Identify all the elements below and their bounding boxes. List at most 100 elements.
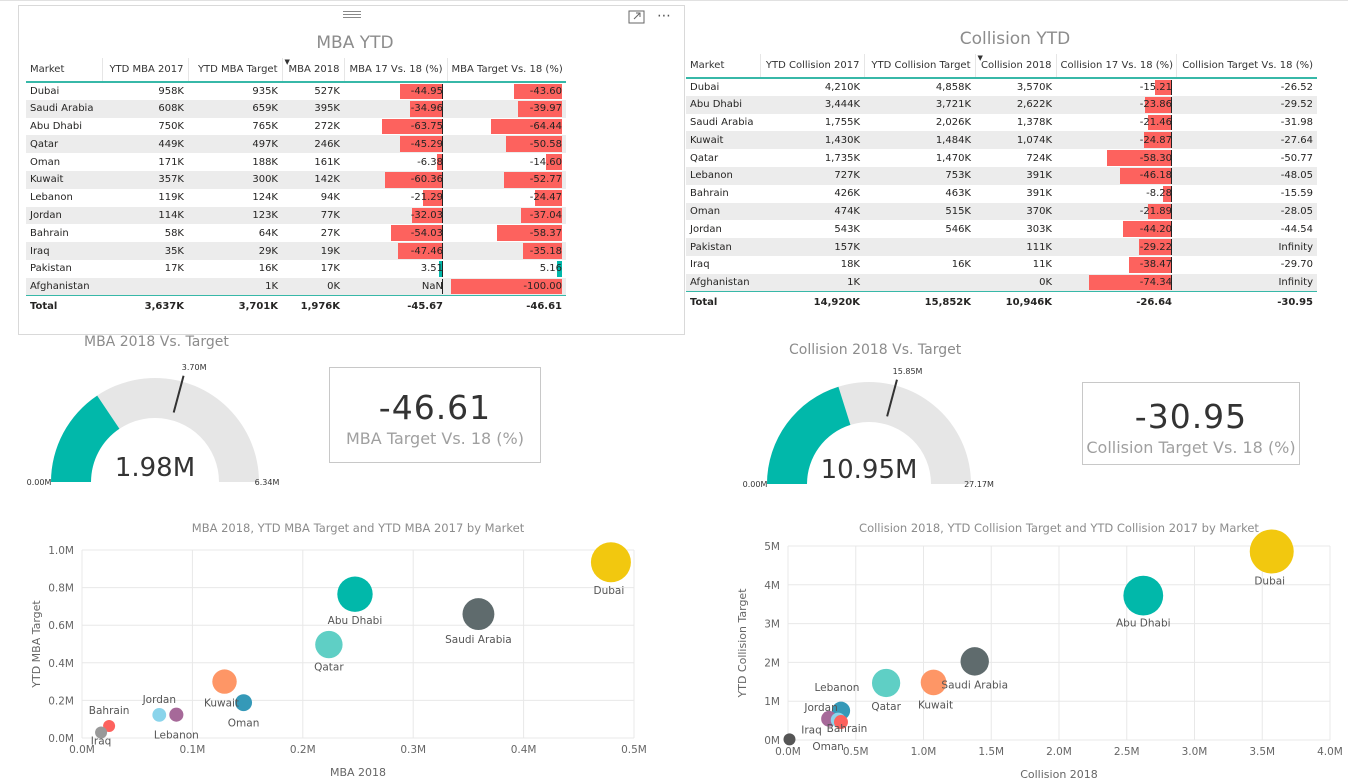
cell-value: -37.04	[529, 209, 562, 221]
drag-handle-icon[interactable]	[343, 11, 361, 19]
column-header[interactable]: Collision 2018 ▼	[974, 54, 1056, 79]
table-row[interactable]: Qatar 1,735K 1,470K 724K -58.30 -50.77	[686, 149, 1317, 167]
data-bar	[1144, 132, 1172, 149]
cell-value: 3.51	[420, 263, 443, 275]
table-cell: Qatar	[690, 152, 719, 164]
column-header[interactable]: MBA 17 Vs. 18 (%)	[343, 58, 447, 83]
table-row[interactable]: Bahrain 426K 463K 391K -8.28 -15.59	[686, 185, 1317, 203]
table-row[interactable]: Oman 171K 188K 161K -6.38 -14.60	[26, 153, 566, 171]
data-bar	[534, 189, 562, 206]
focus-mode-icon[interactable]	[628, 9, 645, 24]
table-cell: -24.87	[1056, 131, 1176, 150]
table-cell: 1K	[188, 277, 282, 296]
collision-ytd-table[interactable]: Market YTD Collision 2017 YTD Collision Ta…	[686, 54, 1317, 314]
table-row[interactable]: Afghanistan 1K 0K -74.34 Infinity	[686, 273, 1317, 292]
mba-kpi-label: MBA Target Vs. 18 (%)	[346, 429, 524, 448]
collision-kpi-label: Collision Target Vs. 18 (%)	[1086, 438, 1296, 457]
bubble-bahrain[interactable]	[103, 719, 116, 732]
bubble-qatar[interactable]	[871, 668, 901, 698]
zero-axis-line	[1171, 221, 1172, 238]
table-row[interactable]: Qatar 449K 497K 246K -45.29 -50.58	[26, 135, 566, 154]
table-row[interactable]: Saudi Arabia 608K 659K 395K -34.96 -39.97	[26, 99, 566, 118]
table-row[interactable]: Iraq 18K 16K 11K -38.47 -29.70	[686, 256, 1317, 274]
table-cell: 29K	[188, 242, 282, 260]
table-cell: 18K	[840, 259, 860, 271]
column-header[interactable]: Market	[686, 54, 760, 79]
bubble-dubai[interactable]	[590, 542, 631, 583]
bubble-abu-dhabi[interactable]	[1123, 575, 1164, 616]
table-cell: -60.36	[344, 170, 447, 189]
table-cell: 246K	[282, 135, 344, 154]
table-row[interactable]: Iraq 35K 29K 19K -47.46 -35.18	[26, 242, 566, 260]
bubble-jordan[interactable]	[152, 707, 167, 722]
table-row[interactable]: Lebanon 119K 124K 94K -21.29 -24.47	[26, 189, 566, 207]
collision-scatter-chart[interactable]: Collision 2018, YTD Collision Target and…	[690, 512, 1348, 784]
bubble-qatar[interactable]	[315, 630, 343, 659]
bubble-iraq[interactable]	[783, 733, 796, 746]
gauge-value-arc	[767, 386, 851, 484]
column-header[interactable]: YTD Collision Target	[863, 54, 975, 79]
table-row[interactable]: Jordan 543K 546K 303K -44.20 -44.54	[686, 220, 1317, 238]
table-cell: -45.29	[344, 135, 447, 154]
mba-ytd-table[interactable]: Market YTD MBA 2017 YTD MBA Target MBA 2018…	[26, 58, 566, 318]
x-tick-label: 0.5M	[843, 746, 869, 758]
bubble-kuwait[interactable]	[920, 669, 947, 696]
bubble-saudi-arabia[interactable]	[960, 647, 989, 676]
x-tick-label: 0.0M	[775, 746, 801, 758]
collision-gauge[interactable]: 10.95M 0.00M 27.17M 15.85M	[725, 368, 1025, 498]
column-header[interactable]: YTD MBA Target	[187, 58, 282, 83]
table-cell: -21.29	[344, 189, 447, 207]
data-bar	[1120, 167, 1172, 184]
total-cell: 3,701K	[188, 295, 282, 318]
zero-axis-line	[442, 136, 443, 153]
data-bar	[451, 278, 562, 295]
column-header[interactable]: YTD Collision 2017	[759, 54, 864, 79]
bubble-oman[interactable]	[235, 694, 253, 712]
bubble-iraq[interactable]	[95, 726, 108, 739]
cell-value: 5.16	[539, 263, 562, 275]
mba-scatter-chart[interactable]: MBA 2018, YTD MBA Target and YTD MBA 201…	[0, 512, 680, 784]
cell-value: -32.03	[410, 209, 443, 221]
table-row[interactable]: Abu Dhabi 3,444K 3,721K 2,622K -23.86 -29.52	[686, 95, 1317, 114]
bubble-abu-dhabi[interactable]	[337, 576, 373, 612]
collision-kpi-card[interactable]: -30.95 Collision Target Vs. 18 (%)	[1082, 382, 1300, 465]
table-row[interactable]: Saudi Arabia 1,755K 2,026K 1,378K -21.46 -31.…	[686, 114, 1317, 132]
cell-value: -54.03	[410, 227, 443, 239]
mba-kpi-card[interactable]: -46.61 MBA Target Vs. 18 (%)	[329, 367, 541, 463]
column-header[interactable]: Collision 17 Vs. 18 (%)	[1055, 54, 1176, 79]
table-row[interactable]: Dubai 4,210K 4,858K 3,570K -15.21 -26.52	[686, 78, 1317, 96]
column-header[interactable]: Market	[26, 58, 102, 83]
column-header[interactable]: YTD MBA 2017	[101, 58, 188, 83]
table-row[interactable]: Dubai 958K 935K 527K -44.95 -43.60	[26, 82, 566, 100]
table-row[interactable]: Abu Dhabi 750K 765K 272K -63.75 -64.44	[26, 118, 566, 136]
table-cell: -58.30	[1056, 149, 1176, 167]
column-header[interactable]: MBA Target Vs. 18 (%)	[446, 58, 566, 83]
bubble-lebanon[interactable]	[169, 707, 184, 722]
table-row[interactable]: Oman 474K 515K 370K -21.89 -28.05	[686, 202, 1317, 221]
table-row[interactable]: Kuwait 357K 300K 142K -60.36 -52.77	[26, 170, 566, 189]
column-header[interactable]: MBA 2018 ▼	[281, 58, 344, 83]
total-cell: 15,852K	[864, 291, 975, 314]
table-row[interactable]: Kuwait 1,430K 1,484K 1,074K -24.87 -27.64	[686, 131, 1317, 150]
column-header[interactable]: Collision Target Vs. 18 (%)	[1175, 54, 1317, 79]
table-row[interactable]: Jordan 114K 123K 77K -32.03 -37.04	[26, 206, 566, 225]
bubble-saudi-arabia[interactable]	[462, 598, 495, 631]
cell-value: -24.47	[529, 192, 562, 204]
cell-value: -44.20	[1139, 223, 1172, 235]
table-cell: -14.60	[447, 153, 566, 171]
mba-gauge[interactable]: 1.98M 0.00M 6.34M 3.70M	[10, 360, 310, 490]
bubble-bahrain[interactable]	[833, 715, 848, 730]
bubble-kuwait[interactable]	[212, 669, 237, 694]
table-cell: 19K	[282, 242, 344, 260]
table-row[interactable]: Pakistan 157K 111K -29.22 Infinity	[686, 238, 1317, 256]
table-row[interactable]: Lebanon 727K 753K 391K -46.18 -48.05	[686, 166, 1317, 185]
table-cell: 303K	[1026, 223, 1052, 235]
table-row[interactable]: Afghanistan 1K 0K NaN -100.00	[26, 277, 566, 296]
bubble-dubai[interactable]	[1249, 529, 1294, 574]
table-row[interactable]: Bahrain 58K 64K 27K -54.03 -58.37	[26, 224, 566, 242]
more-options-icon[interactable]: ⋯	[657, 8, 671, 24]
table-cell: 4,858K	[935, 81, 971, 93]
zero-axis-line	[1171, 239, 1172, 255]
table-row[interactable]: Pakistan 17K 16K 17K 3.51 5.16	[26, 260, 566, 278]
table-cell: 4,210K	[824, 81, 860, 93]
